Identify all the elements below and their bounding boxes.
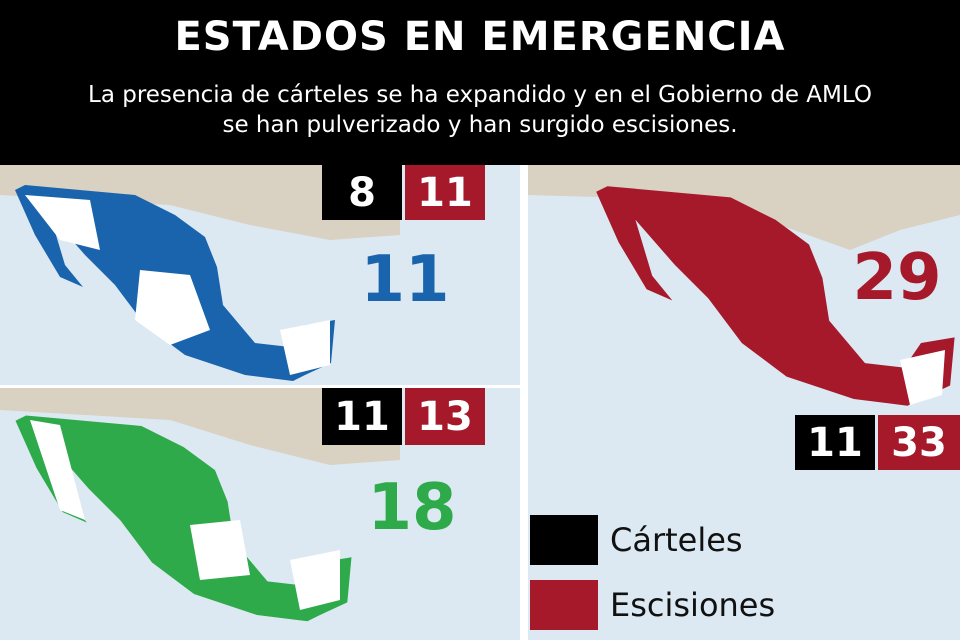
legend-label: Escisiones xyxy=(610,586,775,624)
states-count: 18 xyxy=(367,471,456,545)
escisiones-count: 33 xyxy=(891,420,947,466)
legend-swatch xyxy=(530,580,598,630)
states-count: 29 xyxy=(852,241,941,315)
subtitle: La presencia de cárteles se ha expandido… xyxy=(88,82,872,108)
subtitle: se han pulverizado y han surgido escisio… xyxy=(222,112,737,138)
carteles-count: 11 xyxy=(334,394,390,440)
states-count: 11 xyxy=(360,243,449,317)
title: ESTADOS EN EMERGENCIA xyxy=(174,14,785,60)
map-gap xyxy=(900,350,945,405)
carteles-box xyxy=(322,165,402,220)
escisiones-count: 11 xyxy=(417,170,473,216)
escisiones-count: 13 xyxy=(417,394,473,440)
land xyxy=(0,388,400,465)
legend-label: Cárteles xyxy=(610,521,743,559)
legend-swatch xyxy=(530,515,598,565)
land xyxy=(0,165,400,240)
carteles-count: 8 xyxy=(348,170,376,216)
escisiones-box xyxy=(405,165,485,220)
carteles-count: 11 xyxy=(807,420,863,466)
carteles-box xyxy=(795,415,875,470)
map-gap xyxy=(30,420,340,610)
header-band xyxy=(0,0,960,165)
carteles-box xyxy=(322,388,402,445)
escisiones-box xyxy=(405,388,485,445)
map-gap xyxy=(25,195,330,375)
escisiones-box xyxy=(878,415,960,470)
